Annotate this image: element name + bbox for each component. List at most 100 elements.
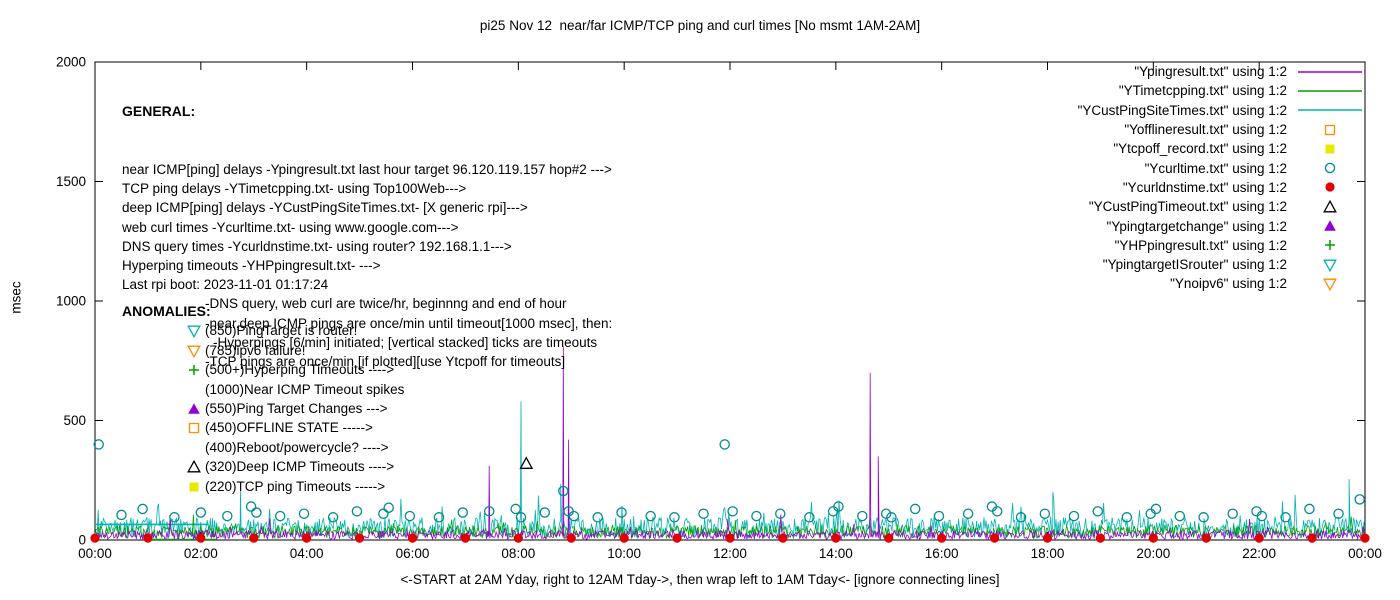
anomaly-text: (850)PingTarget is router! xyxy=(205,323,358,339)
legend-label: "YpingtargetISrouter" using 1:2 xyxy=(1102,257,1287,273)
legend-tri-down-open-icon xyxy=(1323,259,1337,272)
anomaly-text: (220)TCP ping Timeouts -----> xyxy=(205,478,386,494)
anomaly-tri-down-open-icon xyxy=(187,345,201,358)
legend-label: "Ynoipv6" using 1:2 xyxy=(1170,276,1287,292)
y-tick-label: 500 xyxy=(63,413,86,428)
anomaly-item: (785)ipv6 failure! xyxy=(122,341,404,360)
general-lines: near ICMP[ping] delays -Ypingresult.txt … xyxy=(122,160,612,371)
general-line: Hyperping timeouts -YHPpingresult.txt- -… xyxy=(122,258,381,274)
anomaly-text: (450)OFFLINE STATE -----> xyxy=(205,420,373,436)
anomaly-item: (320)Deep ICMP Timeouts ----> xyxy=(122,457,404,476)
legend-label: "Ypingresult.txt" using 1:2 xyxy=(1134,64,1287,80)
general-line: deep ICMP[ping] delays -YCustPingSiteTim… xyxy=(122,200,528,216)
x-tick-label: 16:00 xyxy=(925,546,959,561)
series-YCustPingSiteTimes.txt xyxy=(95,401,1365,539)
anomaly-item: (1000)Near ICMP Timeout spikes xyxy=(122,380,404,399)
general-line: web curl times -Ycurltime.txt- using www… xyxy=(122,219,459,235)
x-tick-label: 10:00 xyxy=(607,546,641,561)
legend-square-open-icon xyxy=(1324,124,1336,135)
general-heading: GENERAL: xyxy=(122,103,196,120)
general-line: -TCP pings are once/min [if plotted][use… xyxy=(205,354,566,370)
legend-item: "YpingtargetISrouter" using 1:2 xyxy=(1078,255,1366,274)
legend-label: "Yofflineresult.txt" using 1:2 xyxy=(1124,122,1287,138)
anomaly-triangle-open-icon xyxy=(187,460,201,473)
legend: "Ypingresult.txt" using 1:2 "YTimetcpping… xyxy=(1078,62,1366,294)
anomaly-text: (400)Reboot/powercycle? ----> xyxy=(205,439,389,455)
anomaly-item: (450)OFFLINE STATE -----> xyxy=(122,418,404,437)
x-tick-label: 12:00 xyxy=(713,546,747,561)
anomaly-items: (850)PingTarget is router! (785)ipv6 fail… xyxy=(122,321,404,496)
legend-item: "Ytcpoff_record.txt" using 1:2 xyxy=(1078,139,1366,158)
legend-triangle-filled-icon xyxy=(1324,220,1336,231)
chart-title: pi25 Nov 12 near/far ICMP/TCP ping and c… xyxy=(479,18,921,33)
x-tick-label: 04:00 xyxy=(290,546,324,561)
legend-item: "Yofflineresult.txt" using 1:2 xyxy=(1078,120,1366,139)
legend-item: "YTimetcpping.txt" using 1:2 xyxy=(1078,81,1366,100)
legend-label: "YCustPingSiteTimes.txt" using 1:2 xyxy=(1077,102,1287,118)
legend-plus-icon xyxy=(1325,240,1335,251)
legend-label: "YTimetcpping.txt" using 1:2 xyxy=(1118,83,1287,99)
y-tick-label: 2000 xyxy=(56,55,86,70)
general-line: TCP ping delays -YTimetcpping.txt- using… xyxy=(122,181,467,197)
anomalies-heading: ANOMALIES: xyxy=(122,303,211,319)
legend-item: "Ypingtargetchange" using 1:2 xyxy=(1078,216,1366,235)
legend-label: "Ycurldnstime.txt" using 1:2 xyxy=(1122,179,1287,195)
y-tick-label: 1000 xyxy=(56,294,86,309)
anomaly-item: (850)PingTarget is router! xyxy=(122,321,404,340)
anomaly-text: (550)Ping Target Changes ---> xyxy=(205,400,388,416)
x-tick-label: 00:00 xyxy=(1348,546,1382,561)
general-line: Last rpi boot: 2023-11-01 01:17:24 xyxy=(122,277,329,293)
legend-label: "Ytcpoff_record.txt" using 1:2 xyxy=(1113,141,1287,157)
legend-line-icon xyxy=(1298,70,1362,73)
legend-line-icon xyxy=(1298,109,1362,111)
y-tick-label: 0 xyxy=(78,533,86,548)
x-tick-label: 06:00 xyxy=(396,546,430,561)
legend-label: "Ycurltime.txt" using 1:2 xyxy=(1144,160,1287,176)
series-YCustPingTimeout.txt xyxy=(519,456,534,469)
x-tick-label: 14:00 xyxy=(819,546,853,561)
anomaly-item: (500+)Hyperping Timeouts ----> xyxy=(122,360,404,379)
legend-item: "Ynoipv6" using 1:2 xyxy=(1078,274,1366,293)
general-line: DNS query times -Ycurldnstime.txt- using… xyxy=(122,238,512,254)
anomaly-item: (400)Reboot/powercycle? ----> xyxy=(122,438,404,457)
legend-tri-down-open-icon xyxy=(1323,278,1337,291)
x-tick-label: 00:00 xyxy=(78,546,112,561)
legend-label: "Ypingtargetchange" using 1:2 xyxy=(1106,218,1287,234)
legend-item: "Ycurldnstime.txt" using 1:2 xyxy=(1078,178,1366,197)
legend-circle-open-icon xyxy=(1324,162,1336,174)
legend-item: "YCustPingSiteTimes.txt" using 1:2 xyxy=(1078,101,1366,120)
legend-label: "YHPpingresult.txt" using 1:2 xyxy=(1114,237,1287,253)
anomaly-square-open-icon xyxy=(188,423,200,434)
legend-triangle-open-icon xyxy=(1323,199,1337,213)
x-tick-label: 08:00 xyxy=(501,546,535,561)
series-Ycurldnstime.txt xyxy=(90,533,1370,543)
legend-item: "Ycurltime.txt" using 1:2 xyxy=(1078,158,1366,177)
general-line: -DNS query, web curl are twice/hr, begin… xyxy=(205,296,567,312)
general-line: -near,deep ICMP pings are once/min until… xyxy=(205,315,613,331)
anomaly-text: (1000)Near ICMP Timeout spikes xyxy=(205,381,405,397)
legend-item: "Ypingresult.txt" using 1:2 xyxy=(1078,62,1366,81)
anomalies-notes: ANOMALIES: (850)PingTarget is router! (78… xyxy=(122,302,404,496)
anomaly-text: (320)Deep ICMP Timeouts ----> xyxy=(205,459,395,475)
anomaly-item: (550)Ping Target Changes ---> xyxy=(122,399,404,418)
anomaly-tri-down-open-icon xyxy=(187,325,201,339)
anomaly-square-filled-icon xyxy=(189,482,199,492)
anomaly-text: (500+)Hyperping Timeouts ----> xyxy=(205,362,395,378)
legend-item: "YCustPingTimeout.txt" using 1:2 xyxy=(1078,197,1366,216)
anomaly-plus-icon xyxy=(189,365,199,376)
general-line: near ICMP[ping] delays -Ypingresult.txt … xyxy=(122,162,612,178)
x-tick-label: 02:00 xyxy=(184,546,218,561)
anomaly-triangle-filled-icon xyxy=(188,403,200,414)
series-Ycurltime.txt xyxy=(93,439,1365,523)
x-axis-label: <-START at 2AM Yday, right to 12AM Tday-… xyxy=(400,572,1000,587)
general-line: -Hyperpings [6/min] initiated; [vertical… xyxy=(213,334,598,350)
y-tick-label: 1500 xyxy=(56,174,86,189)
anomaly-text: (785)ipv6 failure! xyxy=(205,342,306,358)
legend-item: "YHPpingresult.txt" using 1:2 xyxy=(1078,236,1366,255)
legend-circle-filled-icon xyxy=(1325,182,1335,193)
x-tick-label: 18:00 xyxy=(1031,546,1065,561)
general-notes: GENERAL: near ICMP[ping] delays -Ypingre… xyxy=(122,64,612,410)
legend-label: "YCustPingTimeout.txt" using 1:2 xyxy=(1088,199,1287,215)
